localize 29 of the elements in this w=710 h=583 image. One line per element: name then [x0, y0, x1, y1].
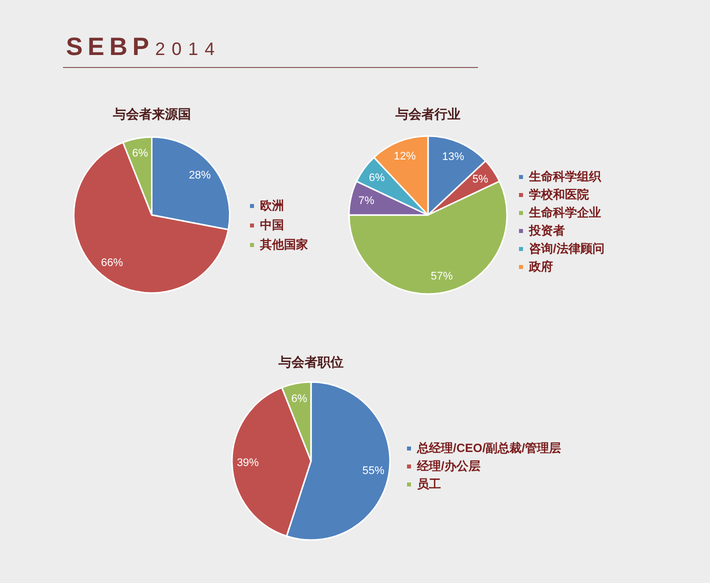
- data-label: 55%: [362, 464, 385, 477]
- chart-title: 与会者来源国: [112, 106, 191, 122]
- data-label: 13%: [442, 151, 464, 164]
- data-label: 6%: [132, 148, 148, 160]
- data-label: 66%: [100, 257, 124, 270]
- text: SEBP: [66, 33, 154, 61]
- chart-title: 与会者行业: [394, 106, 460, 122]
- data-label: 6%: [368, 172, 386, 184]
- legend-label: 员工: [417, 476, 441, 491]
- legend-label: 经理/办公层: [416, 458, 480, 473]
- text: 2014: [155, 39, 222, 59]
- legend-label: 生命科学企业: [528, 205, 601, 220]
- data-label: 57%: [430, 270, 454, 283]
- legend-label: 生命科学组织: [528, 169, 602, 184]
- legend-label: 总经理/CEO/副总裁/管理层: [416, 440, 562, 455]
- chart-title: 与会者职位: [278, 354, 344, 370]
- legend-label: 政府: [528, 259, 553, 274]
- legend-label: 投资者: [528, 223, 565, 238]
- data-label: 6%: [291, 392, 308, 405]
- legend-label: 欧洲: [260, 198, 284, 212]
- legend-label: 咨询/法律顾问: [529, 241, 604, 256]
- legend-label: 其他国家: [259, 237, 308, 252]
- data-label: 28%: [188, 169, 212, 182]
- data-label: 39%: [236, 457, 260, 470]
- data-label: 12%: [394, 150, 416, 162]
- legend-label: 中国: [260, 218, 284, 232]
- data-label: 5%: [472, 174, 488, 186]
- legend-label: 学校和医院: [529, 187, 589, 202]
- data-label: 7%: [358, 195, 374, 208]
